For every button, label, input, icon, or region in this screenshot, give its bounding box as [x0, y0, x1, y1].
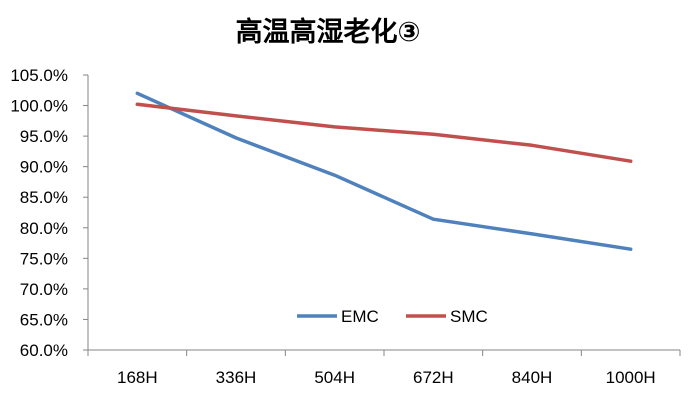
x-axis-tick-label: 672H [413, 368, 454, 387]
y-axis-tick-label: 60.0% [20, 341, 68, 360]
series-line-smc [135, 102, 633, 163]
x-axis-tick-label: 336H [216, 368, 257, 387]
series-lines [135, 91, 633, 251]
x-axis-tick-label: 504H [314, 368, 355, 387]
y-axis-tick-label: 85.0% [20, 188, 68, 207]
legend-label-emc: EMC [341, 307, 379, 326]
y-axis-tick-label: 90.0% [20, 158, 68, 177]
y-axis-tick-label: 65.0% [20, 310, 68, 329]
y-axis-tick-label: 105.0% [10, 66, 68, 85]
legend: EMC SMC [297, 307, 488, 326]
y-axis-tick-label: 95.0% [20, 127, 68, 146]
series-line-emc [135, 91, 633, 251]
legend-label-smc: SMC [450, 307, 488, 326]
y-axis-tick-label: 80.0% [20, 219, 68, 238]
y-axis-tick-label: 100.0% [10, 97, 68, 116]
axes [83, 74, 681, 356]
y-axis-tick-label: 70.0% [20, 280, 68, 299]
x-axis-tick-label: 840H [512, 368, 553, 387]
x-axis-tick-label: 1000H [606, 368, 656, 387]
y-axis-tick-label: 75.0% [20, 249, 68, 268]
chart-title: 高温高湿老化③ [236, 16, 421, 48]
x-axis-tick-labels: 168H 336H 504H 672H 840H 1000H [117, 368, 656, 387]
y-axis-tick-labels: 60.0% 65.0% 70.0% 75.0% 80.0% 85.0% 90.0% 95.0%… [10, 66, 68, 360]
x-axis-tick-label: 168H [117, 368, 158, 387]
